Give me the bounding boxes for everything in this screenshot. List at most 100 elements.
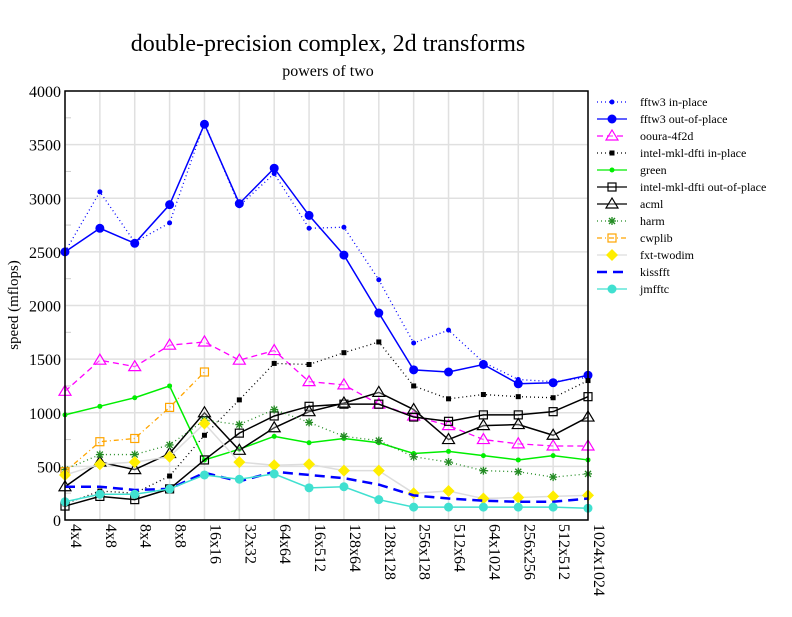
y-tick-label: 1000 — [29, 406, 61, 423]
marker-triangle — [406, 402, 421, 415]
marker-star — [479, 466, 488, 475]
marker-dot — [444, 502, 454, 512]
series-line — [64, 422, 589, 500]
marker-star — [305, 418, 314, 427]
marker-square — [446, 396, 452, 402]
marker-star — [374, 436, 383, 445]
marker-triangle — [92, 353, 107, 365]
legend-label: fftw3 out-of-place — [640, 112, 727, 126]
series-line — [64, 121, 589, 383]
marker-dot — [341, 224, 347, 230]
chart-subtitle: powers of two — [282, 63, 374, 80]
plot-frame — [64, 90, 589, 521]
marker-star — [514, 467, 523, 476]
marker-triangle — [511, 417, 526, 430]
series-line — [64, 122, 589, 385]
x-tick-label: 16x16 — [206, 524, 223, 564]
marker-square — [306, 361, 312, 367]
series-kissfft — [65, 470, 589, 504]
marker-dot — [480, 453, 486, 459]
star-stroke — [608, 217, 616, 225]
marker-dot — [446, 327, 452, 333]
legend-label: kissfft — [640, 265, 670, 279]
series-jmfftc — [60, 469, 593, 513]
series-line — [65, 470, 589, 504]
x-tick-label: 16x512 — [311, 524, 328, 572]
marker-dot — [130, 238, 140, 248]
marker-dot — [130, 489, 140, 499]
marker-square — [376, 339, 382, 345]
series-intel-mkl-dfti-in-place — [62, 339, 591, 507]
marker-dot — [409, 365, 419, 375]
marker-triangle — [371, 385, 386, 397]
star-stroke — [479, 467, 487, 475]
marker-square — [199, 367, 210, 377]
marker-square — [236, 397, 242, 403]
marker-triangle — [604, 128, 620, 141]
marker-dot — [269, 469, 279, 479]
x-tick-label: 1024x1024 — [590, 524, 607, 596]
marker-star — [270, 405, 279, 414]
marker-square — [341, 350, 347, 356]
series-line — [64, 385, 589, 461]
marker-square — [607, 233, 617, 243]
star-stroke — [131, 451, 139, 459]
marker-dot — [609, 99, 615, 105]
legend-label: intel-mkl-dfti in-place — [640, 146, 746, 160]
marker-dot — [165, 484, 175, 494]
marker-dot — [550, 453, 556, 459]
marker-dot — [97, 189, 103, 195]
x-tick-label: 512x64 — [451, 524, 468, 572]
marker-star — [95, 450, 104, 459]
marker-dot — [609, 167, 615, 173]
marker-square — [165, 402, 175, 412]
legend-label: jmfftc — [639, 282, 669, 296]
marker-dot — [165, 200, 175, 210]
series-line — [64, 371, 205, 473]
legend-label: intel-mkl-dfti out-of-place — [640, 180, 766, 194]
x-tick-label: 8x8 — [172, 524, 189, 548]
marker-diamond — [93, 458, 106, 471]
marker-dot — [376, 277, 382, 283]
y-tick-label: 4000 — [29, 84, 61, 101]
marker-dot — [339, 250, 349, 260]
marker-triangle — [302, 374, 317, 387]
x-tick-label: 128x64 — [346, 524, 363, 572]
marker-triangle — [162, 338, 177, 350]
series-line — [64, 341, 588, 447]
marker-dot — [269, 163, 279, 173]
marker-triangle — [476, 418, 491, 431]
marker-dot — [339, 482, 349, 492]
marker-square — [443, 416, 454, 426]
marker-square — [234, 428, 244, 438]
star-stroke — [96, 451, 104, 459]
marker-dot — [548, 502, 558, 512]
marker-square — [374, 399, 384, 409]
marker-triangle — [441, 432, 456, 445]
marker-star — [409, 452, 418, 461]
marker-triangle — [197, 405, 212, 418]
marker-triangle — [604, 196, 620, 209]
marker-dot — [513, 502, 523, 512]
marker-triangle — [127, 359, 142, 372]
series-line — [64, 341, 589, 505]
marker-triangle — [546, 438, 561, 451]
marker-diamond — [198, 417, 211, 430]
marker-triangle — [232, 353, 247, 365]
marker-diamond — [372, 464, 385, 477]
star-stroke — [305, 418, 313, 426]
marker-diamond — [547, 490, 560, 503]
x-tick-label: 64x1024 — [485, 524, 502, 580]
marker-star — [235, 420, 244, 429]
marker-triangle — [511, 436, 526, 449]
star-stroke — [235, 421, 243, 429]
star-stroke — [375, 437, 383, 445]
marker-star — [339, 432, 348, 441]
marker-diamond — [303, 458, 316, 471]
marker-star — [444, 458, 453, 467]
y-tick-label: 2000 — [29, 299, 61, 316]
y-tick-label: 3000 — [29, 191, 61, 208]
marker-triangle — [197, 334, 212, 347]
marker-diamond — [163, 450, 176, 463]
marker-dot — [444, 367, 454, 377]
